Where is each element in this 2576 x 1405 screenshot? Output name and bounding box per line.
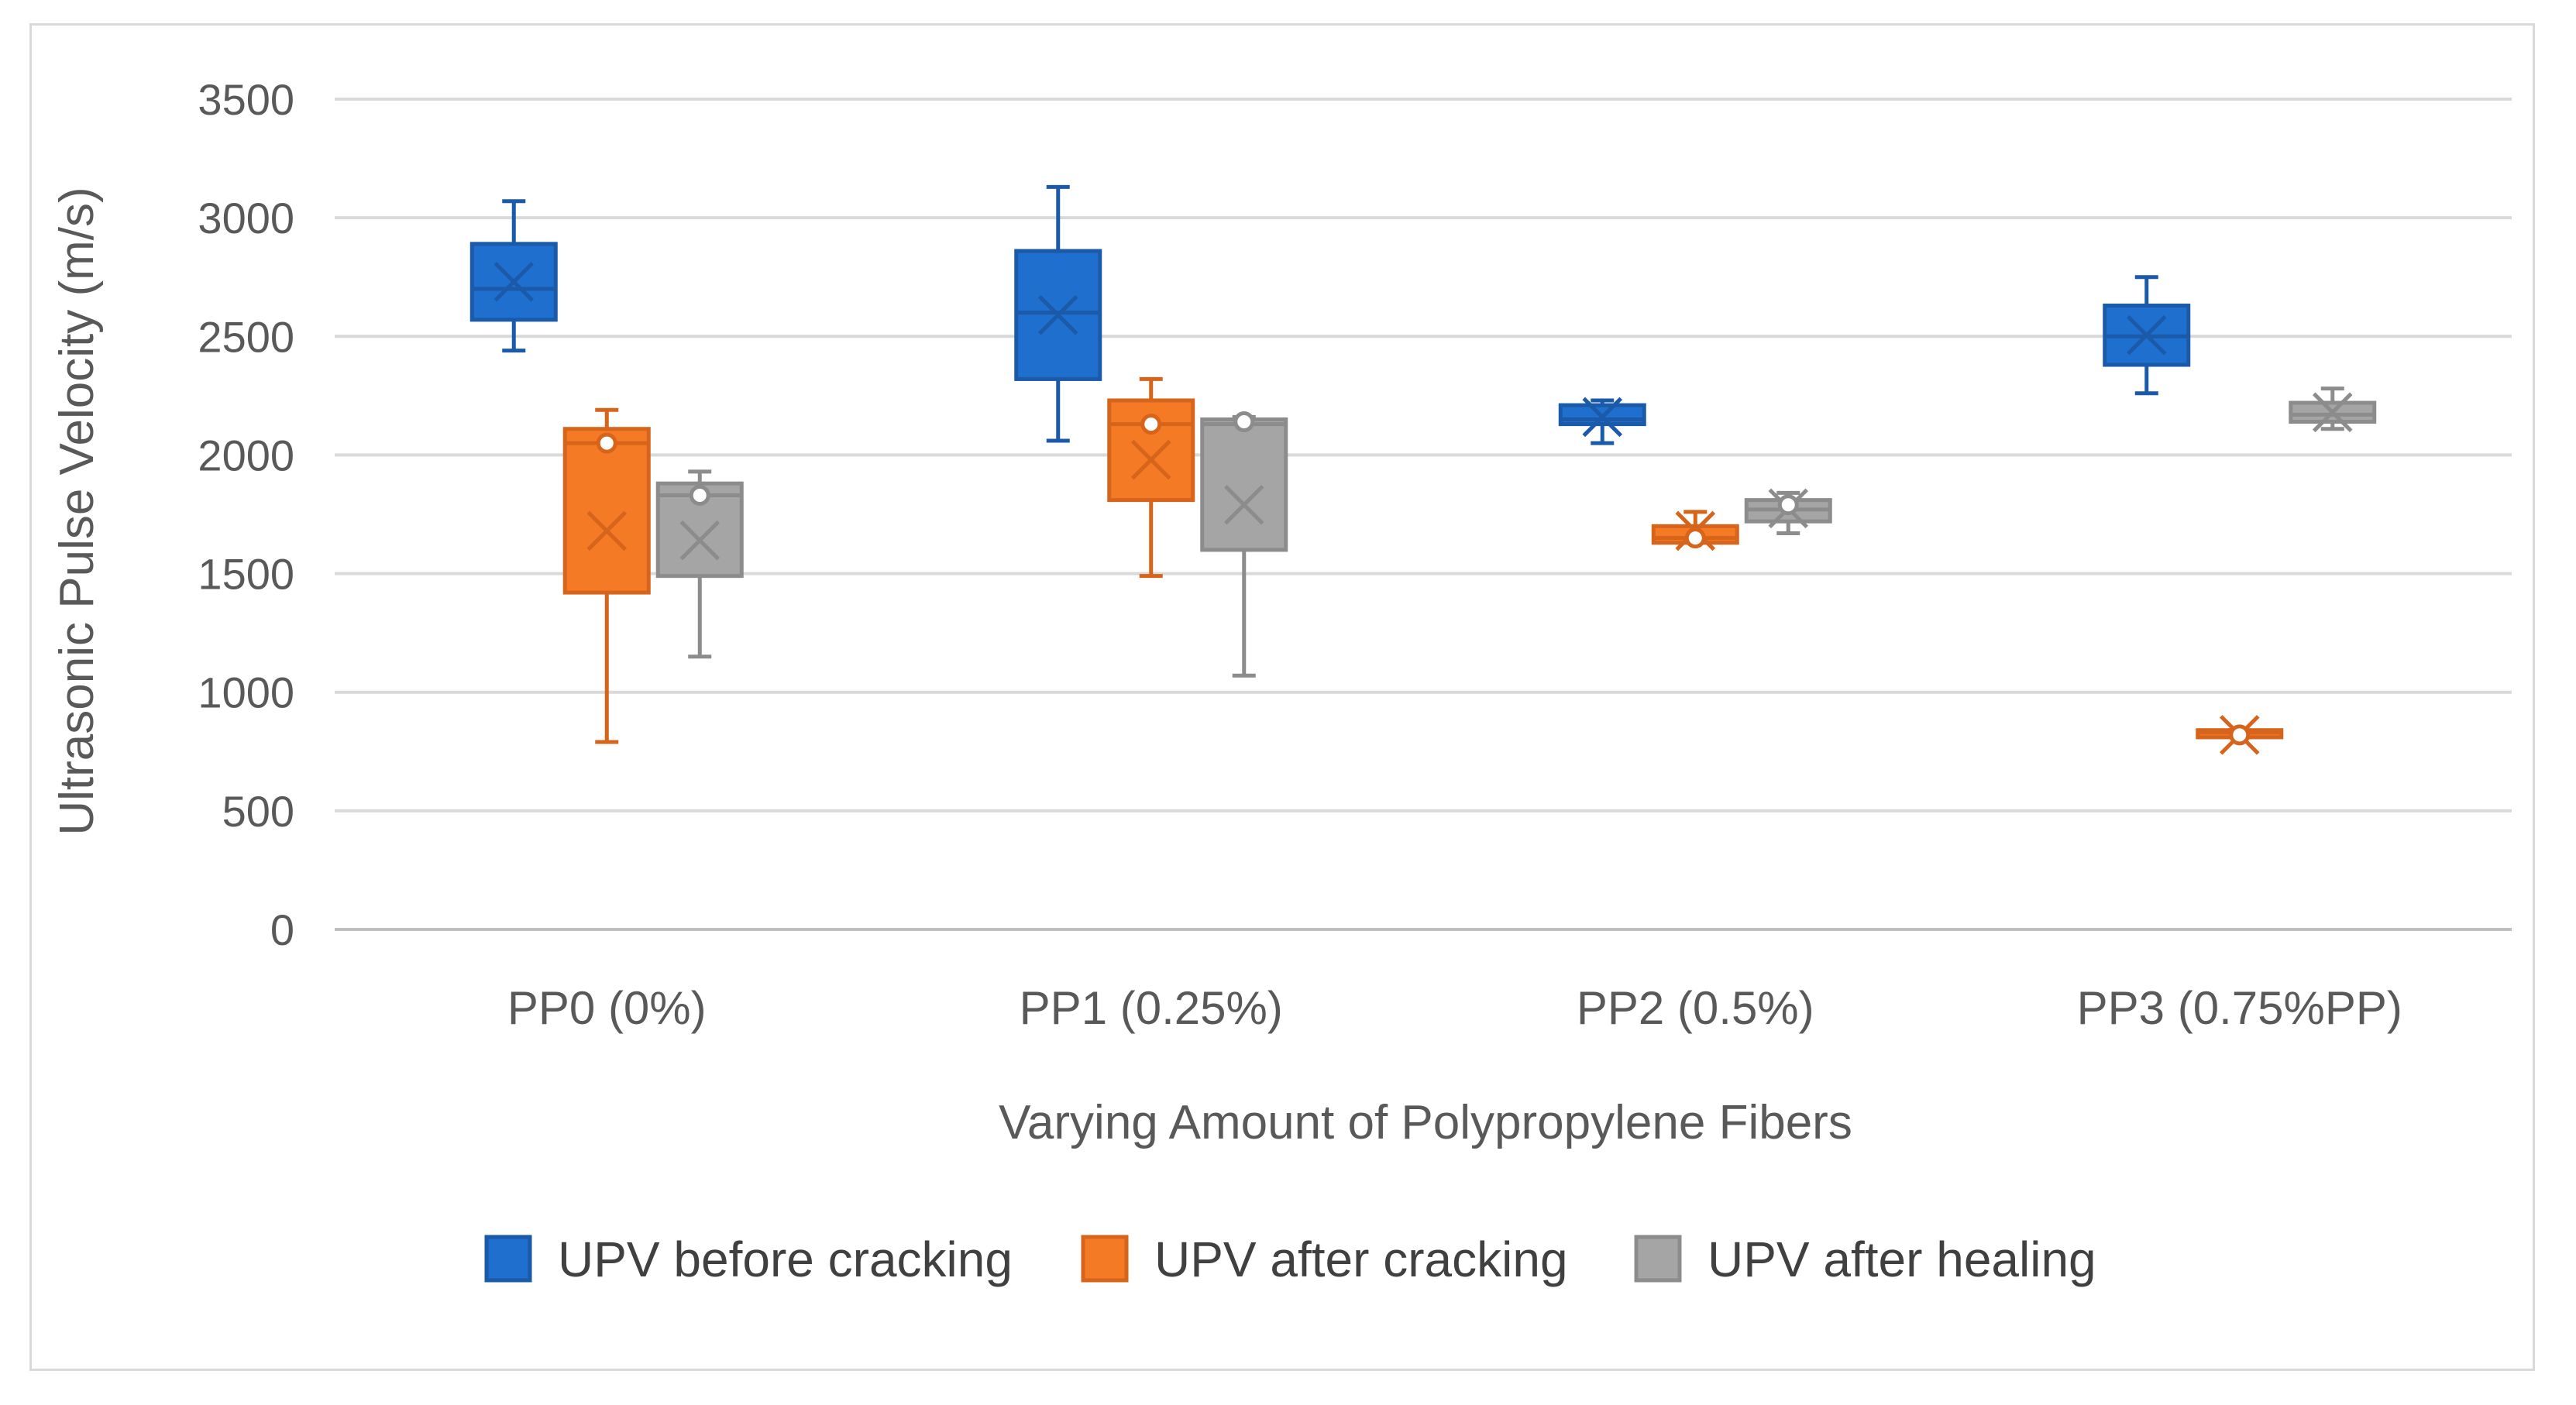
legend-item-3: UPV after healing xyxy=(1634,1232,2096,1287)
x-axis-title: Varying Amount of Polypropylene Fibers xyxy=(999,1096,1852,1149)
box-1-2 xyxy=(1014,184,1102,443)
y-tick-label: 1500 xyxy=(198,550,294,599)
data-point xyxy=(596,432,617,454)
legend-item-1: UPV before cracking xyxy=(484,1232,1013,1287)
series-3 xyxy=(655,386,2377,678)
legend-item-2: UPV after cracking xyxy=(1081,1232,1568,1287)
data-point xyxy=(1684,527,1706,549)
series-2 xyxy=(562,376,2284,755)
mean-marker xyxy=(2312,392,2353,433)
x-axis-ticks: PP0 (0%) PP1 (0.25%) PP2 (0.5%) PP3 (0.75%P… xyxy=(507,982,2402,1034)
data-point xyxy=(689,484,710,506)
box-series xyxy=(469,184,2377,755)
iqr-box xyxy=(1200,417,1288,552)
y-tick-label: 3000 xyxy=(198,194,294,242)
data-point xyxy=(1233,411,1255,433)
data-point xyxy=(2229,724,2251,746)
y-tick-label: 500 xyxy=(222,787,294,836)
box-1-4 xyxy=(2103,275,2191,396)
y-tick-label: 0 xyxy=(270,905,294,954)
legend-swatch xyxy=(1081,1235,1129,1283)
series-1 xyxy=(469,184,2191,445)
box-2-2 xyxy=(1107,376,1195,579)
chart-frame xyxy=(29,23,2535,1371)
legend-swatch xyxy=(484,1235,532,1283)
mean-marker xyxy=(1223,484,1264,525)
mean-marker xyxy=(586,510,628,551)
x-tick-label: PP1 (0.25%) xyxy=(1020,982,1283,1034)
legend-swatch xyxy=(1634,1235,1682,1283)
mean-marker xyxy=(2126,314,2167,356)
box-1-1 xyxy=(469,199,558,353)
box-2-1 xyxy=(562,407,651,744)
mean-marker xyxy=(1037,294,1078,335)
x-tick-label: PP2 (0.5%) xyxy=(1577,982,1814,1034)
legend-label: UPV after healing xyxy=(1708,1232,2096,1287)
box-3-3 xyxy=(1744,488,1832,536)
y-tick-label: 2500 xyxy=(198,312,294,361)
box-1-3 xyxy=(1558,397,1646,445)
legend-label: UPV before cracking xyxy=(558,1232,1013,1287)
y-tick-label: 1000 xyxy=(198,668,294,717)
x-tick-label: PP3 (0.75%PP) xyxy=(2077,982,2402,1034)
mean-marker xyxy=(1130,439,1171,480)
mean-marker xyxy=(494,262,535,302)
box-3-2 xyxy=(1200,411,1288,678)
legend-label: UPV after cracking xyxy=(1154,1232,1568,1287)
iqr-box xyxy=(562,427,651,595)
mean-marker xyxy=(1582,397,1623,438)
data-point xyxy=(1140,414,1162,435)
box-3-4 xyxy=(2289,386,2377,433)
y-tick-label: 2000 xyxy=(198,431,294,479)
box-2-4 xyxy=(2196,715,2284,755)
y-tick-label: 3500 xyxy=(198,75,294,124)
legend: UPV before cracking UPV after cracking UPV… xyxy=(484,1232,2096,1287)
y-axis-title: Ultrasonic Pulse Velocity (m/s) xyxy=(50,187,104,835)
mean-marker xyxy=(679,520,721,561)
box-3-1 xyxy=(655,469,744,659)
y-axis-ticks: 0 500 1000 1500 2000 2500 3000 3500 xyxy=(198,75,294,954)
x-tick-label: PP0 (0%) xyxy=(507,982,707,1034)
data-point xyxy=(1777,494,1799,516)
box-2-3 xyxy=(1651,510,1739,551)
